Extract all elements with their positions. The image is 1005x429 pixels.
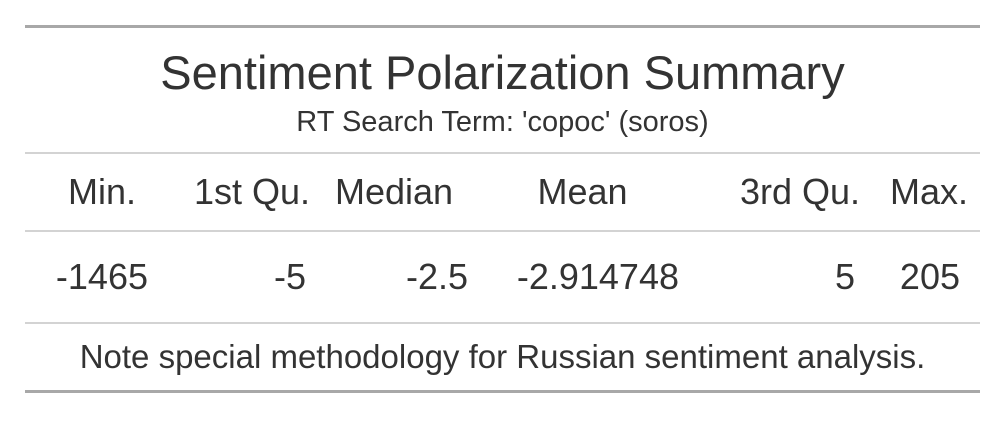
column-header-median: Median	[334, 171, 454, 212]
summary-table: Sentiment Polarization Summary RT Search…	[25, 25, 980, 393]
column-header-mean: Mean	[537, 171, 628, 212]
column-header-1st-qu: 1st Qu.	[193, 171, 310, 212]
cell-min: -1465	[55, 256, 148, 297]
cell-max: 205	[899, 256, 960, 297]
table-subtitle: RT Search Term: 'copoc' (soros)	[296, 106, 709, 138]
cell-median: -2.5	[405, 256, 468, 297]
column-header-min: Min.	[67, 171, 136, 212]
cell-1st-qu: -5	[273, 256, 306, 297]
table-title: Sentiment Polarization Summary	[160, 46, 845, 99]
table-row: -1465 -5 -2.5 -2.914748 5 205	[25, 232, 980, 324]
cell-3rd-qu: 5	[834, 256, 855, 297]
table-heading: Sentiment Polarization Summary RT Search…	[25, 28, 980, 154]
cell-mean: -2.914748	[516, 256, 679, 297]
table-footnote: Note special methodology for Russian sen…	[79, 338, 926, 375]
column-header-row: Min. 1st Qu. Median Mean 3rd Qu. Max.	[25, 154, 980, 232]
column-header-max: Max.	[889, 171, 968, 212]
column-header-3rd-qu: 3rd Qu.	[739, 171, 860, 212]
